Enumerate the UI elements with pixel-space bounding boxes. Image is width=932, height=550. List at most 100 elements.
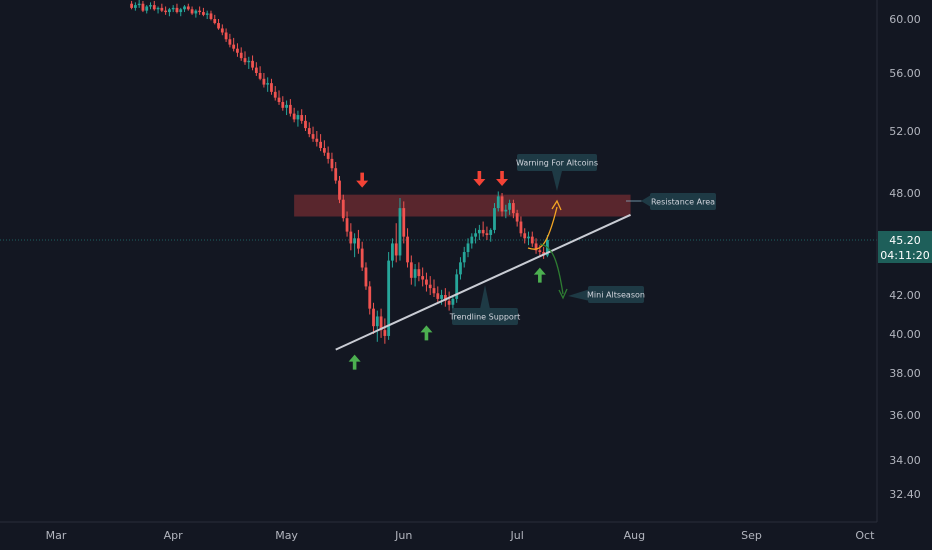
candle-body (413, 269, 417, 278)
candle-body (398, 208, 402, 256)
callout-tail (480, 285, 490, 309)
callout-box (452, 308, 518, 325)
candle-body (304, 120, 307, 129)
last-price-value: 45.20 (889, 234, 921, 247)
candle-body (368, 286, 372, 309)
resistance-zone (294, 194, 631, 217)
time-axis-panel[interactable] (0, 522, 932, 550)
candle-body (141, 3, 145, 11)
candle-body (273, 91, 277, 98)
projection-curves (527, 199, 568, 300)
price-tick-label: 42.00 (889, 289, 921, 302)
candle-body (493, 208, 496, 230)
candle-body (391, 243, 394, 261)
support-bounce-arrow-icon (348, 354, 361, 370)
candle-body (183, 6, 186, 10)
candle-body (277, 97, 281, 102)
note-resistance-area[interactable]: Resistance Area (626, 193, 716, 210)
candle-body (300, 115, 304, 121)
callout-text: Resistance Area (651, 198, 715, 207)
callout-text: Trendline Support (449, 313, 521, 322)
candle-body (534, 243, 538, 251)
callout-box (588, 286, 644, 303)
candle-body (322, 148, 326, 153)
price-tick-label: 40.00 (889, 328, 921, 341)
candle-body (164, 10, 168, 13)
candle-body (432, 288, 436, 294)
trendline-support-line (335, 213, 631, 351)
candle-body (288, 104, 292, 114)
candle-body (364, 267, 368, 287)
candle-body (406, 236, 409, 263)
resistance-rejection-arrow-icon (473, 171, 486, 186)
candle-body (443, 295, 447, 301)
price-tick-label: 56.00 (889, 67, 921, 80)
candle-body (372, 308, 375, 327)
candle-body (462, 252, 466, 263)
candle-body (349, 231, 353, 244)
price-tick-label: 48.00 (889, 187, 921, 200)
candle-body (485, 233, 489, 235)
resistance-rejection-arrow-icon (496, 171, 509, 186)
note-mini-altseason[interactable]: Mini Altseason (568, 286, 645, 303)
candle-body (209, 13, 213, 19)
candle-body (254, 67, 258, 73)
candle-body (232, 44, 236, 49)
support-bounce-arrow-icon (420, 325, 433, 341)
price-tick-label: 60.00 (889, 13, 921, 26)
candle-body (421, 276, 425, 280)
last-price-tag: 45.20 04:11:20 (878, 231, 932, 263)
candle-body (145, 6, 149, 11)
candle-body (258, 73, 262, 79)
time-axis: Mar Apr May Jun Jul Aug Sep Oct (46, 529, 875, 542)
candle-body (353, 238, 357, 244)
candle-body (360, 248, 364, 268)
candle-body (149, 5, 152, 7)
candle-body (409, 262, 413, 278)
candle-body (236, 48, 239, 53)
candle-body (307, 128, 311, 135)
candle-body (315, 138, 319, 142)
candle-body (130, 3, 133, 8)
candle-body (281, 102, 285, 108)
time-tick-label: Aug (624, 529, 645, 542)
candle-body (262, 78, 266, 85)
callout-text: Mini Altseason (587, 291, 645, 300)
candle-body (357, 238, 360, 249)
candle-body (175, 7, 179, 13)
candle-body (160, 7, 164, 11)
candle-body (198, 10, 202, 13)
note-trendline-support[interactable]: Trendline Support (449, 285, 521, 325)
time-tick-label: Jun (394, 529, 412, 542)
candle-body (194, 10, 198, 14)
candle-body (330, 158, 334, 169)
candle-body (224, 32, 228, 40)
candle-body (251, 60, 254, 68)
candle-body (220, 28, 224, 33)
candle-body (133, 5, 137, 8)
candle-body (417, 269, 421, 277)
candle-body (459, 262, 462, 275)
time-tick-label: Jul (510, 529, 524, 542)
candle-body (466, 243, 470, 253)
projection-down-curve (539, 243, 564, 295)
candle-body (171, 7, 175, 10)
callout-tail (552, 171, 562, 191)
note-warning-for-altcoins[interactable]: Warning For Altcoins (516, 154, 598, 191)
candle-countdown: 04:11:20 (880, 249, 929, 262)
support-bounce-arrow-icon (533, 267, 546, 283)
candle-body (202, 12, 205, 15)
candle-body (504, 209, 508, 212)
candle-body (489, 229, 493, 235)
candle-body (345, 218, 349, 232)
candle-body (530, 236, 534, 244)
time-tick-label: Apr (164, 529, 184, 542)
candle-body (296, 115, 300, 120)
callout-text: Warning For Altcoins (516, 159, 598, 168)
candle-body (243, 58, 247, 63)
candle-body (496, 196, 500, 209)
candle-body (341, 199, 345, 219)
candle-body (311, 134, 315, 139)
callout-tail (641, 195, 651, 207)
